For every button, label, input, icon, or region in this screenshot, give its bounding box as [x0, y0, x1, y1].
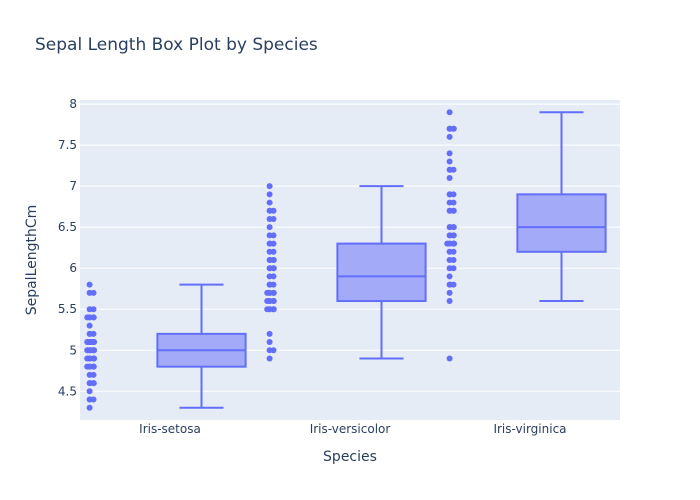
data-point: [446, 158, 453, 165]
data-point: [90, 371, 97, 378]
data-point: [84, 355, 91, 362]
data-point: [270, 215, 277, 222]
data-point: [270, 265, 277, 272]
data-point: [86, 322, 93, 329]
y-tick-labels: 4.5 5 5.5 6 6.5 7 7.5 8: [58, 97, 77, 398]
data-point: [446, 133, 453, 140]
box-Iris-virginica: [516, 111, 607, 303]
data-point: [450, 207, 457, 214]
data-point: [446, 109, 453, 116]
y-tick-label: 7.5: [58, 138, 77, 152]
data-point: [90, 289, 97, 296]
x-tick-label: Iris-versicolor: [310, 422, 391, 436]
data-point: [270, 347, 277, 354]
data-point: [266, 191, 273, 198]
y-tick-label: 7: [69, 179, 77, 193]
data-point: [450, 265, 457, 272]
data-point: [450, 257, 457, 263]
data-point: [270, 257, 277, 263]
data-point: [450, 199, 457, 206]
data-point: [444, 240, 451, 247]
box-Iris-versicolor: [336, 185, 427, 360]
data-point: [264, 298, 271, 305]
chart-title: Sepal Length Box Plot by Species: [35, 35, 318, 55]
data-point: [270, 232, 277, 239]
data-points: [84, 109, 458, 411]
data-point: [266, 207, 273, 214]
box-Iris-setosa: [156, 283, 247, 409]
data-point: [450, 232, 457, 239]
data-point: [450, 125, 457, 132]
data-point: [86, 330, 93, 337]
data-point: [266, 183, 273, 190]
y-tick-label: 5: [69, 343, 77, 357]
data-point: [266, 281, 273, 288]
data-point: [446, 355, 453, 362]
data-point: [86, 396, 93, 403]
data-point: [86, 404, 93, 411]
data-point: [451, 240, 458, 247]
data-point: [446, 273, 453, 280]
data-point: [91, 355, 98, 362]
data-point: [450, 248, 457, 255]
data-point: [266, 330, 273, 337]
boxes: [156, 111, 607, 409]
y-tick-label: 5.5: [58, 302, 77, 316]
data-point: [270, 289, 277, 296]
data-point: [266, 199, 273, 206]
y-tick-label: 6.5: [58, 220, 77, 234]
data-point: [450, 224, 457, 231]
data-point: [90, 306, 97, 313]
iqr-box: [336, 242, 427, 303]
data-point: [446, 166, 453, 173]
data-point: [90, 380, 97, 387]
y-tick-label: 8: [69, 97, 77, 111]
x-tick-labels: Iris-setosa Iris-versicolor Iris-virginica: [139, 422, 566, 436]
data-point: [446, 281, 453, 288]
data-point: [270, 248, 277, 255]
data-point: [446, 174, 453, 181]
data-point: [90, 314, 97, 321]
y-axis-title: SepalLengthCm: [24, 205, 40, 316]
data-point: [446, 298, 453, 305]
iqr-box: [516, 193, 607, 253]
data-point: [86, 281, 93, 288]
data-point: [84, 314, 91, 321]
data-point: [84, 363, 91, 370]
data-point: [446, 289, 453, 296]
data-point: [270, 298, 277, 305]
y-tick-label: 6: [69, 261, 77, 275]
x-tick-label: Iris-setosa: [139, 422, 201, 436]
data-point: [264, 306, 271, 313]
data-point: [88, 347, 95, 354]
data-point: [446, 191, 453, 198]
data-point: [446, 150, 453, 157]
data-point: [270, 306, 277, 313]
data-point: [266, 339, 273, 346]
data-point: [266, 355, 273, 362]
data-point: [89, 339, 96, 346]
data-point: [270, 273, 277, 280]
x-axis-title: Species: [323, 449, 377, 465]
y-tick-label: 4.5: [58, 384, 77, 398]
data-point: [266, 224, 273, 231]
data-point: [90, 363, 97, 370]
data-point: [266, 240, 273, 247]
x-tick-label: Iris-virginica: [493, 422, 566, 436]
data-point: [86, 388, 93, 395]
data-point: [264, 289, 271, 296]
